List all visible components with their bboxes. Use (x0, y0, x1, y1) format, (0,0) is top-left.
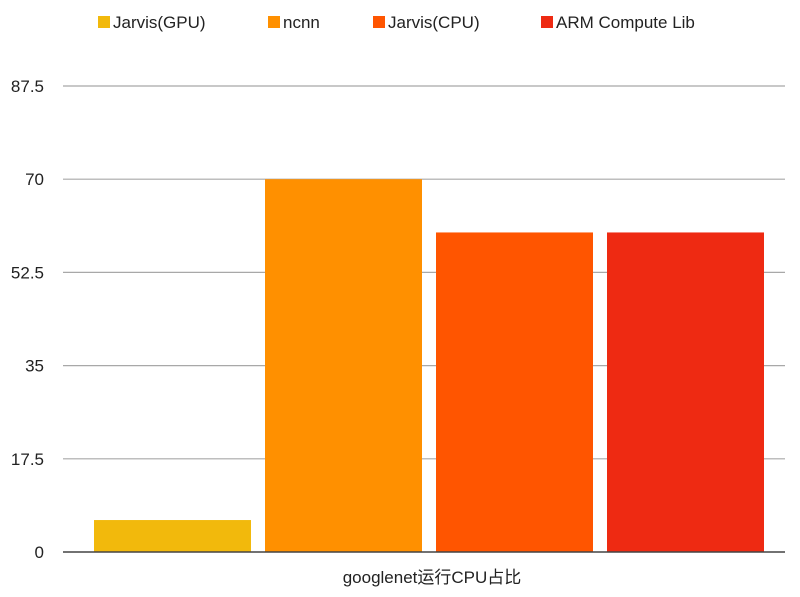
bars (94, 179, 764, 552)
bar-ncnn (265, 179, 422, 552)
legend-label-ncnn: ncnn (283, 13, 320, 32)
legend-label-jarvis-cpu: Jarvis(CPU) (388, 13, 480, 32)
bar-jarvis-gpu (94, 520, 251, 552)
legend-label-jarvis-gpu: Jarvis(GPU) (113, 13, 206, 32)
y-tick-label: 35 (25, 357, 44, 376)
y-tick-label: 17.5 (11, 450, 44, 469)
x-category-label: googlenet运行CPU占比 (343, 568, 522, 587)
y-tick-label: 87.5 (11, 77, 44, 96)
legend: Jarvis(GPU) ncnn Jarvis(CPU) ARM Compute Li… (98, 13, 695, 32)
legend-swatch-jarvis-cpu (373, 16, 385, 28)
y-tick-label: 0 (35, 543, 44, 562)
bar-jarvis-cpu (436, 232, 593, 552)
y-axis-ticks: 0 17.5 35 52.5 70 87.5 (11, 77, 44, 562)
legend-swatch-jarvis-gpu (98, 16, 110, 28)
legend-swatch-arm-compute-lib (541, 16, 553, 28)
legend-label-arm-compute-lib: ARM Compute Lib (556, 13, 695, 32)
bar-arm-compute-lib (607, 232, 764, 552)
y-tick-label: 52.5 (11, 263, 44, 282)
y-tick-label: 70 (25, 170, 44, 189)
legend-swatch-ncnn (268, 16, 280, 28)
